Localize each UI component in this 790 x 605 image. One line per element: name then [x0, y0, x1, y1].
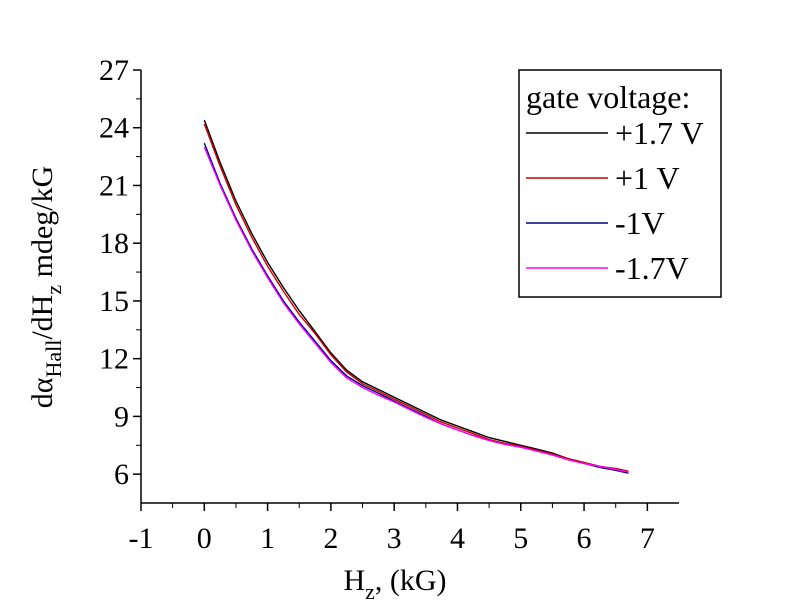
legend: gate voltage: +1.7 V +1 V -1V -1.7V: [518, 69, 722, 298]
x-tick-label: 6: [577, 522, 592, 555]
x-tick-label: 2: [323, 522, 338, 555]
y-tick-label: 6: [114, 458, 129, 491]
legend-label: +1 V: [615, 160, 680, 196]
legend-label: -1.7V: [615, 250, 689, 286]
series-layer: [203, 119, 629, 474]
x-tick-label: 5: [513, 522, 528, 555]
y-tick-label: 12: [99, 343, 129, 376]
x-tick-label: -1: [129, 522, 154, 555]
y-tick-label: 15: [99, 285, 129, 318]
y-tick-label: 21: [99, 169, 129, 202]
x-tick-label: 4: [450, 522, 465, 555]
series-line-2: [203, 123, 629, 472]
x-tick-label: 0: [197, 522, 212, 555]
y-tick-label: 27: [99, 54, 129, 87]
legend-title: gate voltage:: [526, 79, 690, 115]
y-axis-title: dαHall/dHz mdeg/kG: [26, 166, 66, 409]
y-tick-label: 24: [99, 112, 129, 145]
x-axis-ticks: -1 0 1 2 3 4 5 6 7: [129, 503, 655, 555]
x-axis-title: Hz, (kG): [343, 564, 446, 604]
plot-frame: [140, 70, 679, 504]
legend-label: +1.7 V: [615, 115, 704, 151]
series-line-4: [203, 146, 629, 473]
legend-entries: +1.7 V +1 V -1V -1.7V: [526, 115, 704, 286]
y-tick-label: 9: [114, 400, 129, 433]
y-axis-ticks: 6 9 12 15 18 21 24 27: [99, 54, 141, 491]
x-tick-label: 3: [387, 522, 402, 555]
x-tick-label: 1: [260, 522, 275, 555]
legend-box: [518, 69, 722, 298]
y-tick-label: 18: [99, 227, 129, 260]
legend-label: -1V: [615, 205, 665, 241]
x-tick-label: 7: [640, 522, 655, 555]
